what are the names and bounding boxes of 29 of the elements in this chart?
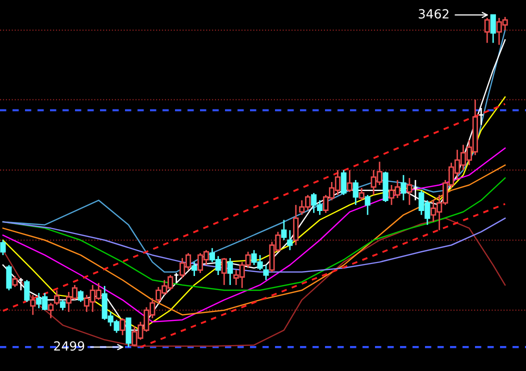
candlestick [340,169,346,196]
candlestick [191,261,198,277]
candlestick [221,257,227,286]
candlestick [293,204,299,246]
candlestick [6,264,12,291]
candlestick [227,257,233,286]
candlestick [490,14,496,44]
candlestick [60,299,66,311]
candlestick [478,107,484,126]
candlestick [30,294,36,316]
candlestick [0,239,6,256]
candlestick [364,194,370,216]
candlestick [352,179,358,206]
candlestick [263,264,269,281]
candlestick [400,174,406,201]
candlestick [406,177,412,206]
candlestick [24,279,30,303]
candlestick [346,169,352,193]
text: 3462 [418,9,448,19]
candlestick [358,187,364,201]
candlestick [48,302,54,319]
candlestick [120,317,126,336]
candlestick [484,17,490,44]
candlestick [12,275,18,288]
candlestick [281,219,287,241]
text: 2499 [54,341,84,351]
candlestick [78,290,84,303]
candlestick [54,290,60,306]
candlestick [287,229,293,251]
